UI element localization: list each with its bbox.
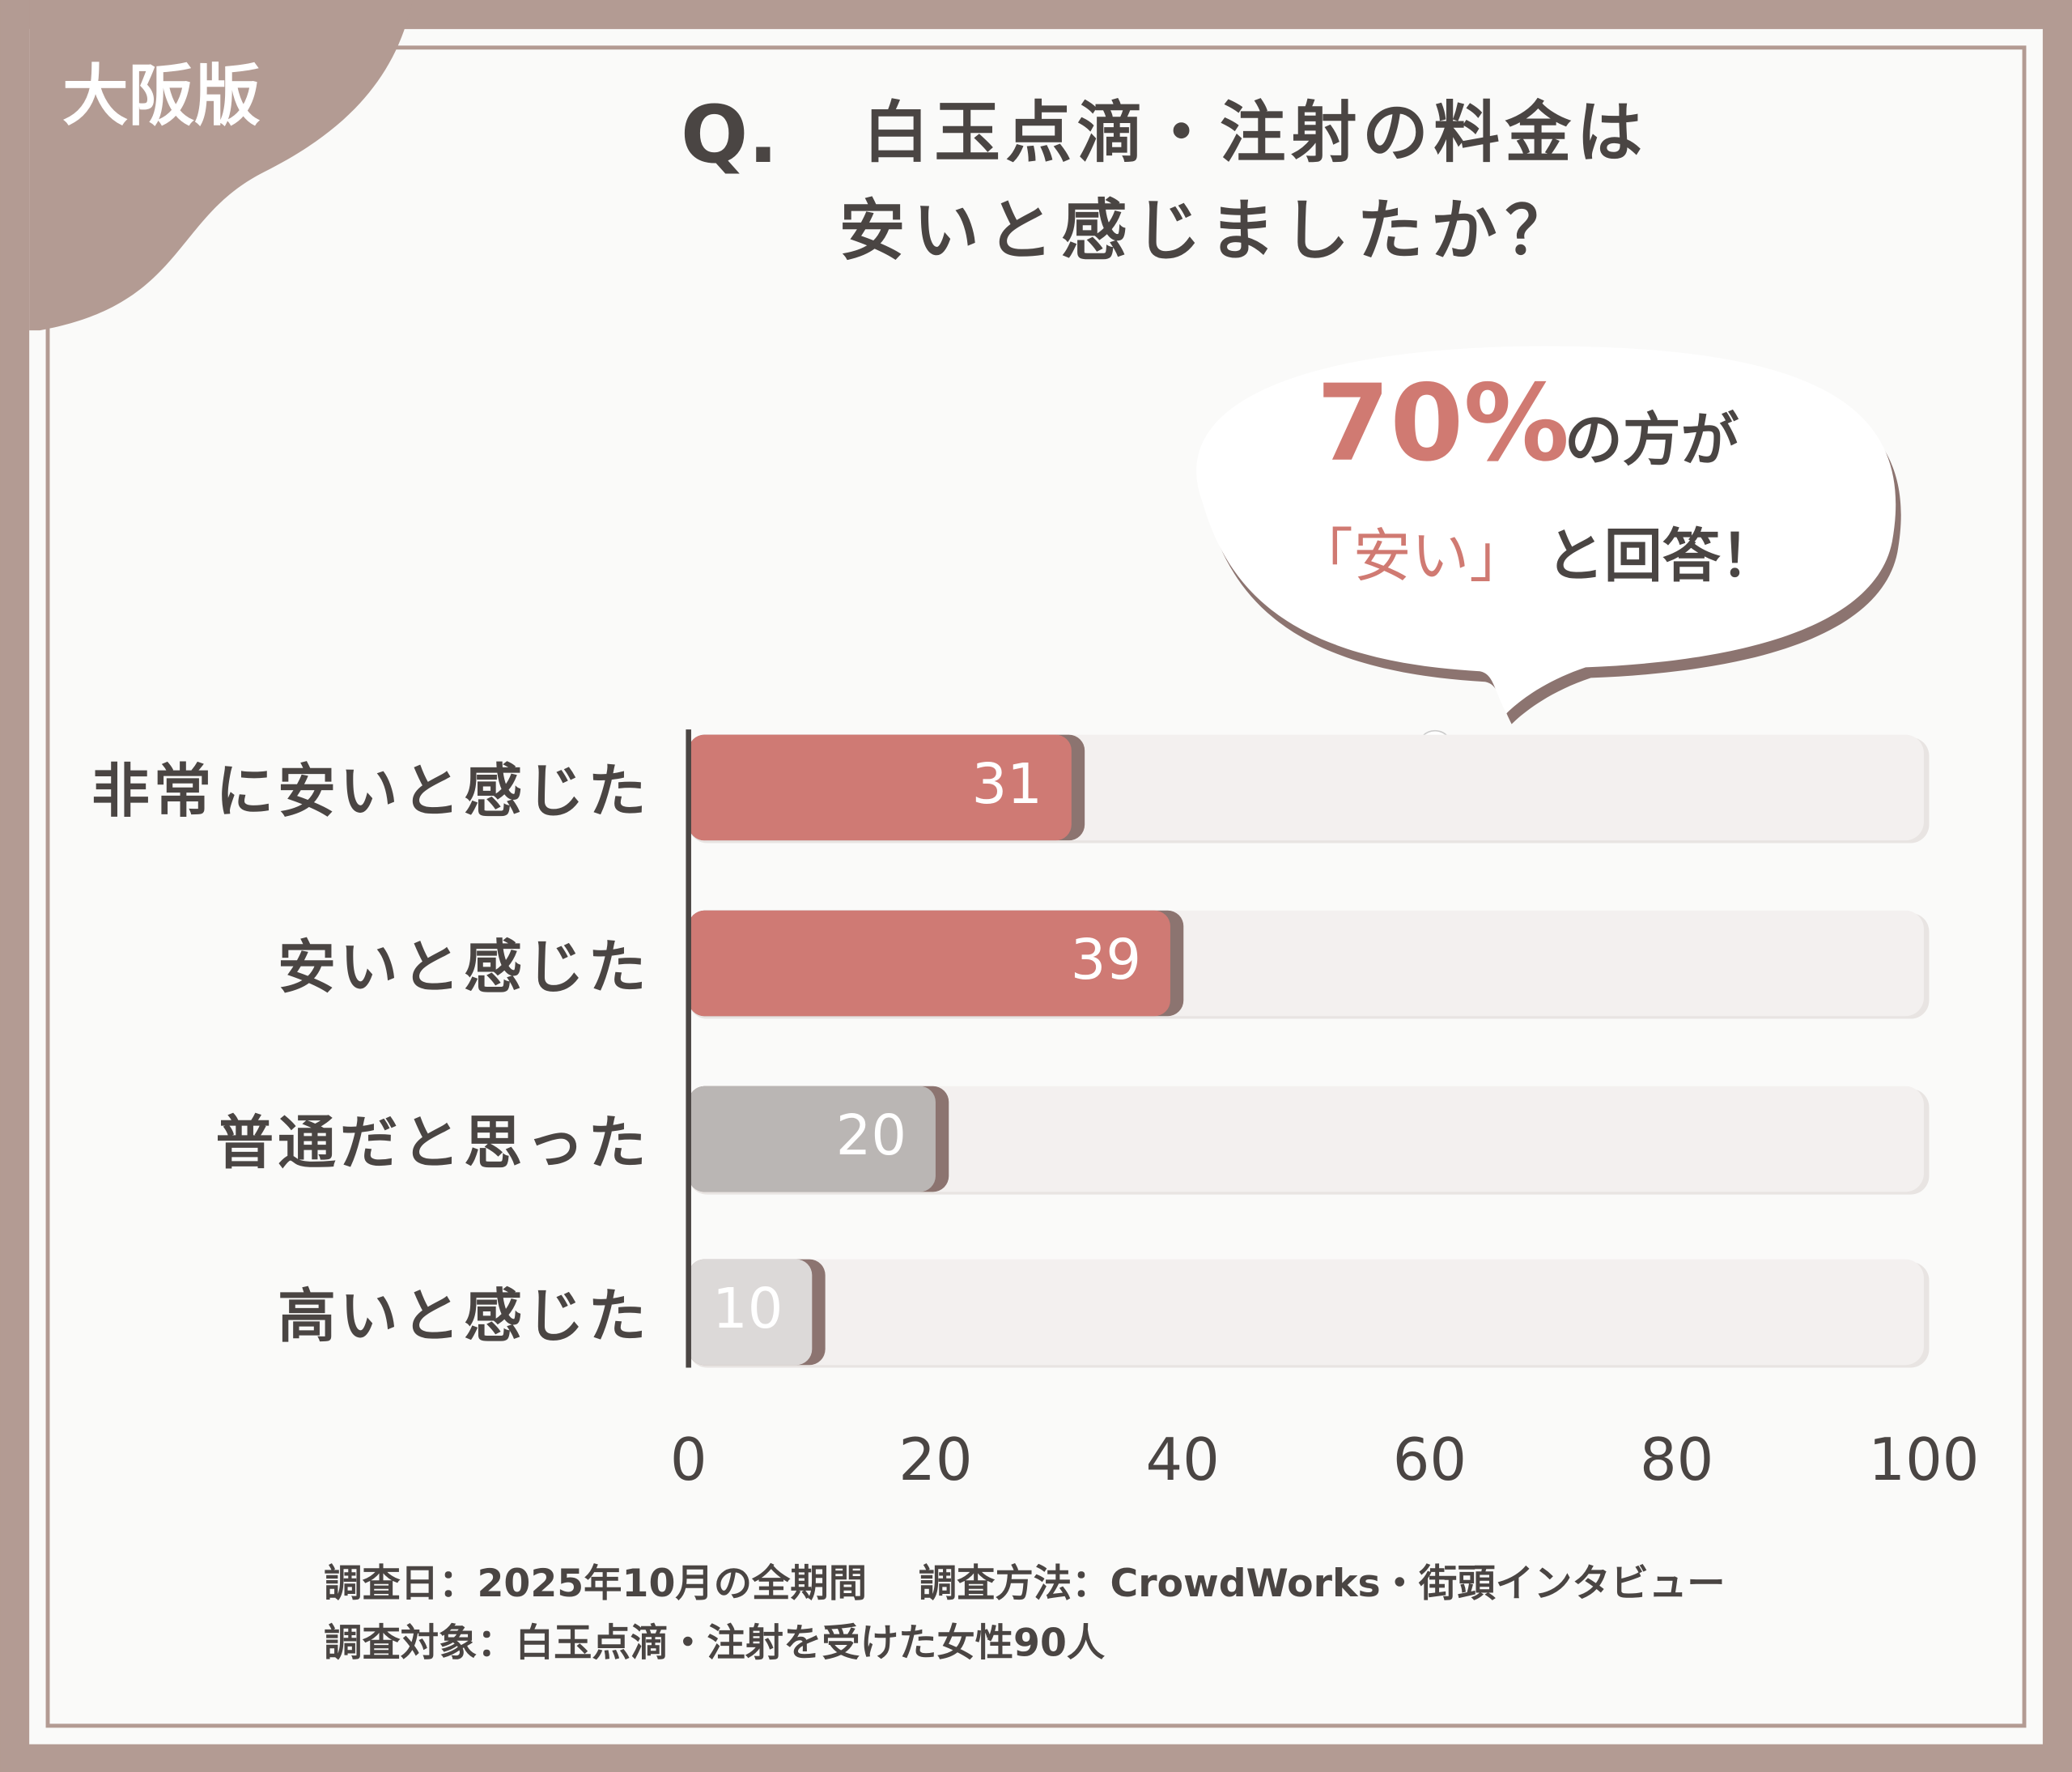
x-tick-label: 0 <box>670 1426 707 1494</box>
footnote: 調査対象：白玉点滴・注射を受けた女性90人 <box>324 1621 1106 1665</box>
panel <box>29 28 2043 1744</box>
question-mark: Q. <box>681 89 778 181</box>
x-tick-label: 80 <box>1640 1426 1713 1494</box>
plot: 0 20 40 60 80 100 31 非常に安いと感じた 39 安いと感じた 20 普通だと思った… <box>91 729 1979 1494</box>
callout-text: の方が <box>1565 406 1739 474</box>
x-tick-label: 40 <box>1145 1426 1219 1494</box>
chart-title: 白玉点滴・注射の料金は <box>863 95 1648 172</box>
x-tick-label: 100 <box>1868 1426 1979 1494</box>
bar <box>688 734 1072 841</box>
badge-shape <box>0 0 413 331</box>
value-label: 10 <box>712 1277 783 1341</box>
y-tick-label: 普通だと思った <box>215 1108 650 1176</box>
y-tick-label: 高いと感じた <box>278 1281 650 1349</box>
footnote: 調査日：2025年10月の全期間 調査方法：CrowdWorks・街頭インタビュ… <box>324 1562 1725 1606</box>
callout: 70% の方が 「安い」 と回答！ <box>1196 346 1901 777</box>
badge-text: 大阪版 <box>62 58 261 135</box>
y-tick-label: 非常に安いと感じた <box>91 757 650 825</box>
x-tick-label: 20 <box>898 1426 972 1494</box>
callout-highlight: 70% <box>1316 362 1569 485</box>
value-label: 31 <box>972 752 1042 817</box>
bar-track <box>688 1086 1924 1192</box>
chart-title: 安いと感じましたか？ <box>839 193 1579 270</box>
value-label: 39 <box>1071 928 1141 992</box>
x-tick-label: 60 <box>1393 1426 1467 1494</box>
bar <box>688 1086 936 1192</box>
bar <box>688 910 1170 1017</box>
callout-bubble <box>1196 346 1896 714</box>
y-tick-label: 安いと感じた <box>278 933 650 1001</box>
callout-text: と回答！ <box>1546 522 1778 590</box>
value-label: 20 <box>836 1103 906 1168</box>
bar-track <box>688 1259 1924 1366</box>
callout-highlight: 「安い」 <box>1295 522 1527 590</box>
bar <box>688 1259 813 1366</box>
panel-border <box>45 45 2027 1728</box>
